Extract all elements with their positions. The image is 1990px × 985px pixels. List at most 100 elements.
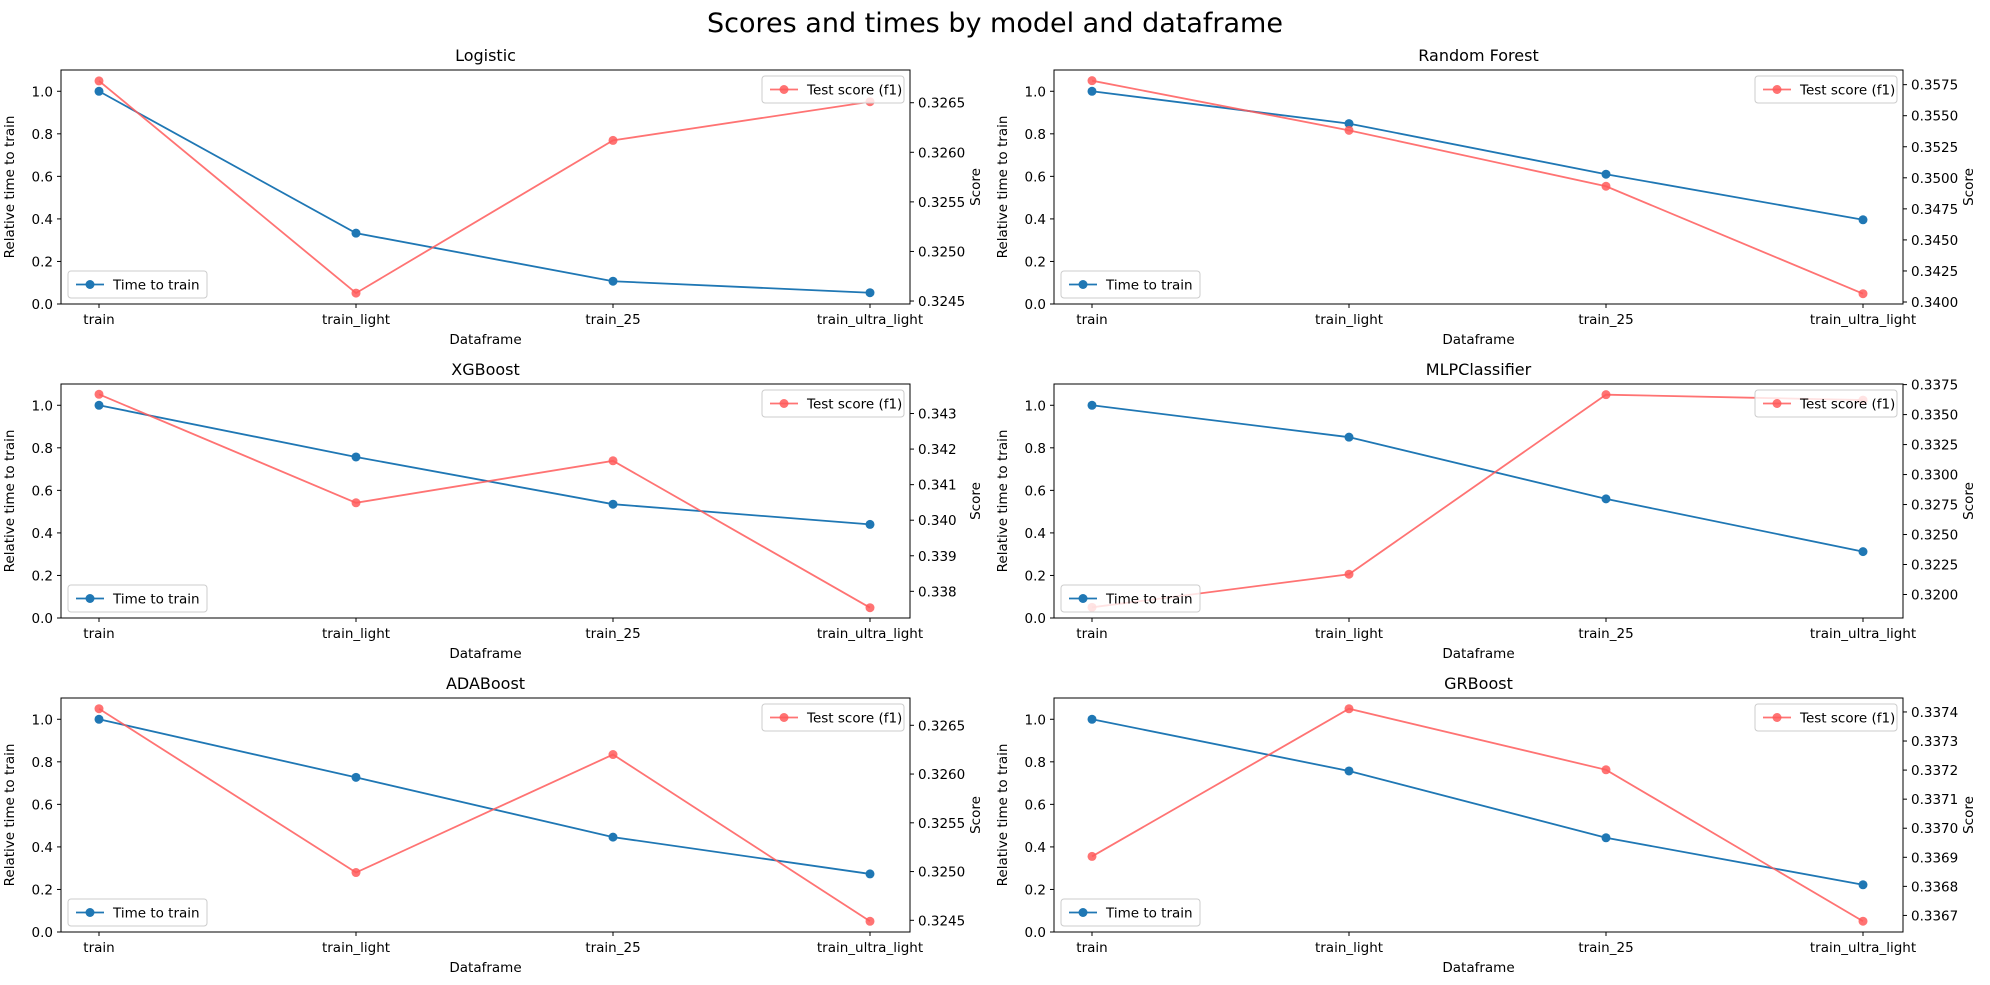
y2-tick-label: 0.339 — [918, 549, 957, 565]
y-tick-label: 0.6 — [1025, 797, 1046, 813]
legend-label: Test score (f1) — [806, 83, 902, 99]
x-tick-label: train_light — [1315, 312, 1383, 328]
time-series-point — [865, 288, 875, 298]
y-tick-label: 0.2 — [32, 254, 53, 270]
score-series-point — [1858, 289, 1868, 299]
score-series-line — [98, 393, 871, 609]
legend-marker — [1078, 594, 1088, 603]
score-series-line — [98, 707, 871, 923]
score-series-point — [351, 868, 361, 878]
score-series-point — [608, 456, 618, 466]
y2-tick-label: 0.3350 — [1911, 408, 1958, 424]
y2-tick-label: 0.3370 — [1911, 821, 1958, 837]
y2-tick-label: 0.3475 — [1911, 202, 1958, 218]
score-series-point — [1087, 851, 1097, 861]
y2-tick-label: 0.3368 — [1911, 879, 1958, 895]
x-tick-label: train_25 — [585, 940, 640, 956]
y2-tick-label: 0.343 — [918, 407, 957, 423]
time-series-point — [1087, 86, 1097, 96]
y2-tick-label: 0.3245 — [918, 913, 965, 929]
score-series-line — [1091, 707, 1864, 923]
x-tick-label: train — [83, 940, 114, 956]
legend-marker — [779, 399, 789, 408]
y2-tick-label: 0.3250 — [918, 244, 965, 260]
y2-tick-label: 0.3255 — [918, 195, 965, 211]
y-tick-label: 0.0 — [1025, 611, 1046, 627]
x-tick-label: train_light — [322, 940, 390, 956]
y2-tick-label: 0.3550 — [1911, 109, 1958, 125]
legend-marker — [1772, 713, 1782, 722]
axes-frame — [1053, 697, 1904, 933]
y-tick-label: 0.4 — [32, 212, 53, 228]
y-tick-label: 0.2 — [1025, 882, 1046, 898]
time-series-point — [1344, 432, 1354, 442]
legend-label: Time to train — [112, 592, 200, 608]
y2-tick-label: 0.3260 — [918, 767, 965, 783]
subplot-logistic: Logistic train train_light train_25 train_ul… — [2, 46, 984, 348]
time-series-line — [1091, 718, 1864, 886]
legend-box — [67, 270, 208, 299]
score-series-point — [1601, 390, 1611, 400]
time-series-line — [1091, 90, 1864, 221]
x-tick-label: train_25 — [1578, 626, 1633, 642]
legend-label: Time to train — [1105, 592, 1193, 608]
y-tick-label: 0.4 — [1025, 840, 1046, 856]
legend-box — [761, 75, 905, 104]
x-axis-label: Dataframe — [449, 646, 521, 662]
x-tick-label: train_light — [1315, 940, 1383, 956]
y-tick-label: 0.8 — [32, 755, 53, 771]
x-tick-label: train — [83, 312, 114, 328]
time-series-point — [1344, 766, 1354, 776]
legend-score: Test score (f1) — [1754, 389, 1898, 418]
y-tick-label: 0.0 — [32, 297, 53, 313]
y-axis-label: Relative time to train — [2, 116, 18, 259]
score-series-point — [94, 76, 104, 86]
time-series-point — [608, 499, 618, 509]
y2-tick-label: 0.3300 — [1911, 468, 1958, 484]
legend-box — [761, 389, 905, 418]
score-series-point — [1344, 569, 1354, 579]
y2-tick-label: 0.3525 — [1911, 140, 1958, 156]
y-tick-label: 0.2 — [32, 568, 53, 584]
score-series-point — [865, 916, 875, 926]
y-tick-label: 0.8 — [32, 441, 53, 457]
y-tick-label: 1.0 — [1025, 398, 1046, 414]
y2-tick-label: 0.3367 — [1911, 908, 1958, 924]
y-tick-label: 1.0 — [1025, 712, 1046, 728]
y-tick-label: 0.2 — [1025, 568, 1046, 584]
time-series-point — [1087, 400, 1097, 410]
x-tick-label: train_light — [1315, 626, 1383, 642]
legend-box — [67, 584, 208, 613]
y-tick-label: 1.0 — [1025, 84, 1046, 100]
score-series-point — [1858, 916, 1868, 926]
y2-axis-label: Score — [1961, 168, 1977, 206]
y-tick-label: 0.8 — [32, 127, 53, 143]
x-axis-label: Dataframe — [449, 332, 521, 348]
y-tick-label: 1.0 — [32, 84, 53, 100]
x-tick-label: train_light — [322, 312, 390, 328]
y-tick-label: 0.6 — [1025, 483, 1046, 499]
y2-tick-label: 0.3275 — [1911, 498, 1958, 514]
subplot-mlpclassifier: MLPClassifier train train_light train_25 tra… — [995, 360, 1977, 662]
x-tick-label: train_ultra_light — [817, 940, 923, 956]
score-series-point — [1601, 765, 1611, 775]
y2-tick-label: 0.3450 — [1911, 233, 1958, 249]
legend-time: Time to train — [67, 584, 208, 613]
time-series-point — [1601, 494, 1611, 504]
y-tick-label: 0.0 — [32, 925, 53, 941]
y-tick-label: 0.2 — [1025, 254, 1046, 270]
y2-axis-label: Score — [1961, 482, 1977, 520]
score-series-point — [865, 603, 875, 613]
time-series-point — [1858, 215, 1868, 225]
y2-axis-label: Score — [968, 168, 984, 206]
time-series-point — [94, 86, 104, 96]
subplot-title: ADABoost — [446, 674, 525, 693]
legend-label: Test score (f1) — [1799, 397, 1895, 413]
legend-time: Time to train — [1060, 584, 1201, 613]
score-series-point — [608, 135, 618, 145]
y2-tick-label: 0.3250 — [1911, 528, 1958, 544]
x-tick-label: train — [1076, 940, 1107, 956]
y-tick-label: 0.0 — [1025, 297, 1046, 313]
time-series-point — [351, 452, 361, 462]
